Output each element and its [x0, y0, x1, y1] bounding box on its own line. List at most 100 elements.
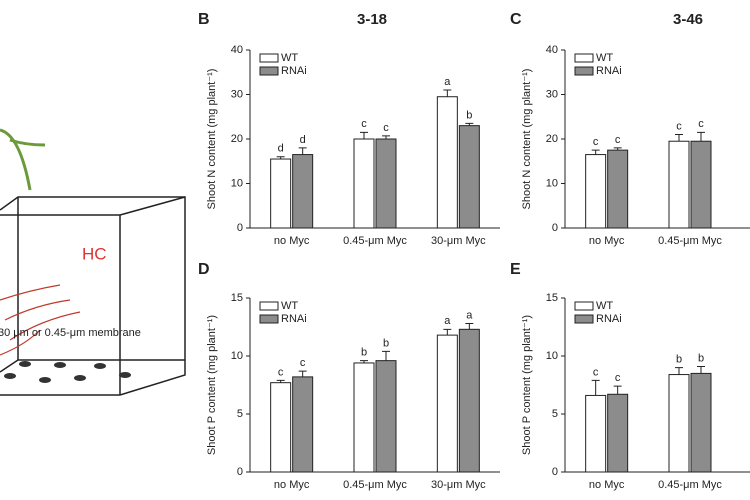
x-tick-label: 0.45-μm Myc	[658, 235, 722, 247]
significance-letter: c	[615, 134, 621, 146]
panel-label: E	[510, 261, 521, 278]
hole	[39, 377, 51, 383]
x-tick-label: 30-μm Myc	[431, 479, 486, 491]
y-tick-label: 0	[552, 466, 558, 478]
significance-letter: d	[300, 134, 306, 146]
error-bar	[276, 379, 285, 383]
error-bar	[443, 89, 452, 97]
error-bar	[675, 134, 683, 142]
x-tick-label: no Myc	[274, 479, 310, 491]
y-axis-label: Shoot P content (mg plant⁻¹)	[206, 315, 218, 455]
bar	[607, 149, 629, 229]
significance-letter: c	[278, 366, 284, 378]
box-outline	[0, 196, 186, 396]
significance-letter: c	[615, 372, 621, 384]
x-tick-label: no Myc	[589, 479, 625, 491]
legend-swatch	[574, 66, 594, 76]
y-tick-label: 10	[231, 350, 243, 362]
legend-label: RNAi	[281, 313, 307, 325]
chart-title: 3-18	[357, 11, 387, 28]
bar	[690, 372, 712, 473]
error-bar	[697, 365, 705, 374]
significance-letter: a	[466, 309, 473, 321]
bar	[458, 125, 480, 229]
significance-letter: a	[444, 76, 451, 88]
y-tick-label: 30	[546, 88, 558, 100]
bar	[585, 154, 607, 229]
bar	[353, 138, 375, 229]
y-tick-label: 20	[546, 133, 558, 145]
legend-swatch	[574, 314, 594, 324]
significance-letter: b	[361, 347, 367, 359]
significance-letter: c	[300, 357, 306, 369]
panel-label: C	[510, 11, 522, 28]
legend-swatch	[259, 301, 279, 311]
membrane-label: 30 μm or 0.45-μm membrane	[0, 327, 141, 339]
panel-label: B	[198, 11, 210, 28]
plant	[0, 128, 46, 191]
error-bar	[298, 147, 307, 155]
error-bar	[465, 323, 474, 330]
y-tick-label: 10	[546, 350, 558, 362]
significance-letter: c	[593, 136, 599, 148]
legend-swatch	[259, 314, 279, 324]
y-tick-label: 40	[231, 44, 243, 56]
y-axis-label: Shoot N content (mg plant⁻¹)	[206, 69, 218, 210]
significance-letter: c	[676, 120, 682, 132]
error-bar	[360, 131, 368, 139]
y-tick-label: 40	[546, 44, 558, 56]
x-tick-label: 30-μm Myc	[431, 235, 486, 247]
hole	[74, 375, 86, 381]
legend-label: WT	[281, 300, 298, 312]
significance-letter: b	[466, 109, 472, 121]
y-tick-label: 0	[552, 222, 558, 234]
legend-label: WT	[596, 300, 613, 312]
x-tick-label: 0.45-μm Myc	[343, 235, 407, 247]
legend-label: RNAi	[596, 313, 622, 325]
legend-label: RNAi	[281, 65, 307, 77]
legend-label: RNAi	[596, 65, 622, 77]
chart-panel: E Shoot P content (mg plant⁻¹) 0 5 10 15 no My…	[510, 261, 750, 491]
y-tick-label: 5	[552, 408, 558, 420]
chart-panel: D Shoot P content (mg plant⁻¹) 0 5 10 15 no My…	[198, 261, 500, 491]
error-bar	[591, 149, 600, 155]
chart-title: 3-46	[673, 11, 703, 28]
x-tick-label: no Myc	[274, 235, 310, 247]
error-bar	[591, 379, 600, 396]
y-axis-label: Shoot P content (mg plant⁻¹)	[521, 315, 533, 455]
y-tick-label: 15	[546, 292, 558, 304]
holes	[4, 361, 131, 383]
roots	[0, 284, 81, 356]
bar	[585, 394, 607, 473]
y-tick-label: 30	[231, 88, 243, 100]
y-tick-label: 20	[231, 133, 243, 145]
error-bar	[276, 156, 285, 160]
bar	[270, 382, 292, 473]
y-tick-label: 10	[231, 177, 243, 189]
panel-label: D	[198, 261, 210, 278]
bar	[690, 140, 712, 229]
hole	[4, 373, 16, 379]
significance-letter: c	[383, 122, 389, 134]
chart-panel: B 3-18 Shoot N content (mg plant⁻¹) 0 10 20 30…	[198, 11, 500, 247]
significance-letter: b	[676, 354, 682, 366]
legend-swatch	[574, 53, 594, 63]
significance-letter: c	[361, 118, 367, 130]
bar	[607, 393, 629, 473]
x-tick-label: 0.45-μm Myc	[343, 479, 407, 491]
legend-label: WT	[596, 52, 613, 64]
y-tick-label: 10	[546, 177, 558, 189]
bar	[668, 140, 690, 229]
bar	[292, 154, 314, 229]
significance-letter: c	[698, 118, 704, 130]
legend-swatch	[259, 66, 279, 76]
bar	[436, 334, 458, 473]
chart-panel: C 3-46 Shoot N content (mg plant⁻¹) 0 10 20 30…	[510, 11, 750, 247]
bar	[375, 360, 397, 473]
y-tick-label: 0	[237, 222, 243, 234]
bar	[668, 374, 690, 473]
bar	[436, 96, 458, 229]
bar	[458, 328, 480, 473]
significance-letter: b	[698, 352, 704, 364]
error-bar	[443, 328, 452, 336]
